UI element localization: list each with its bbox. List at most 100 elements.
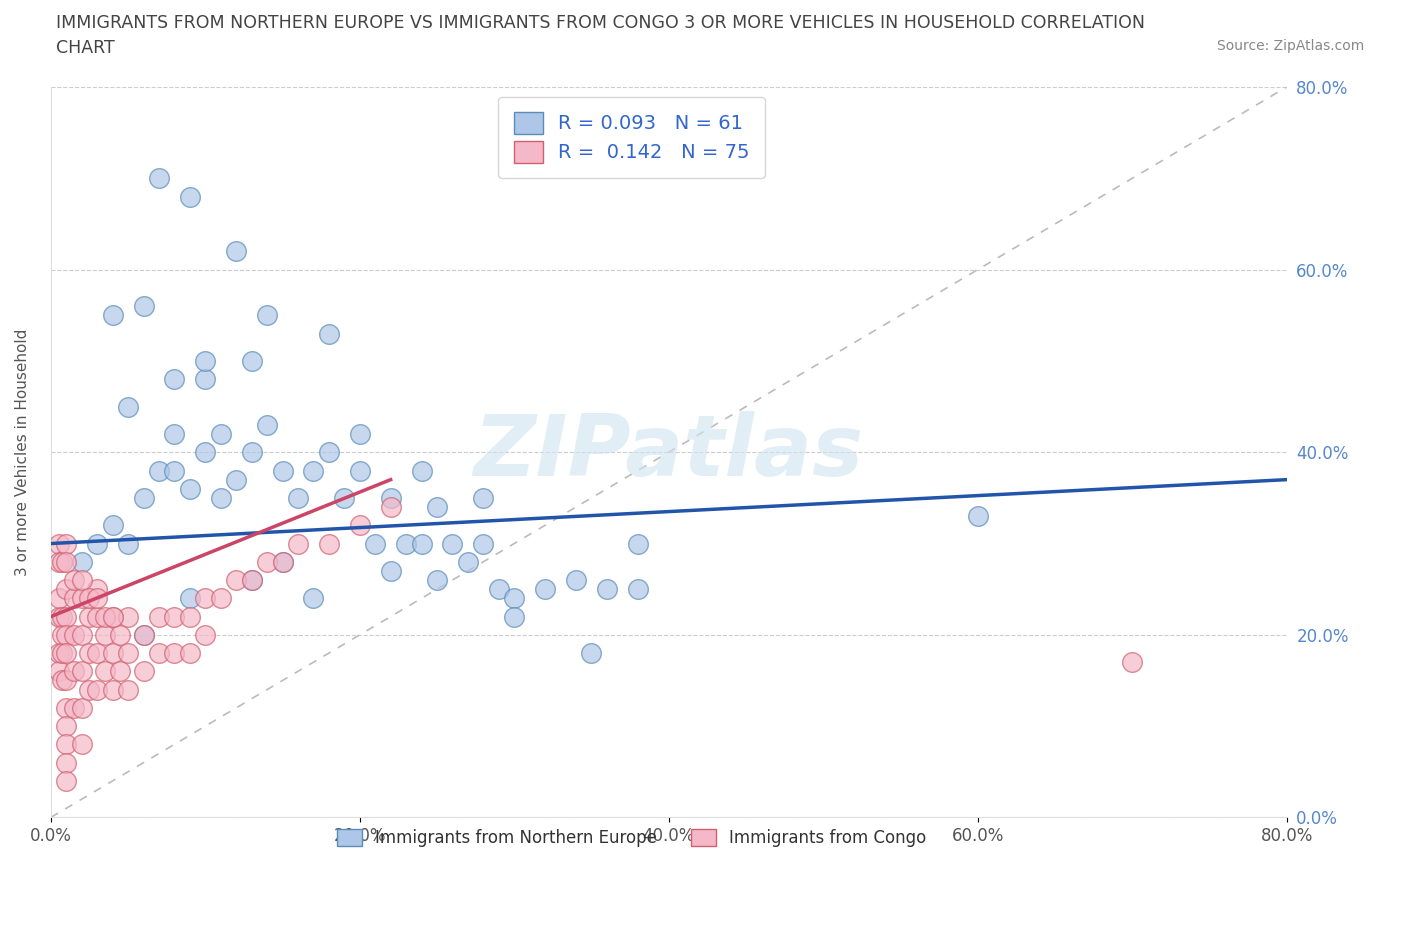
Point [256, 554, 278, 569]
Point [148, 463, 170, 478]
Point [240, 573, 263, 588]
Point [117, 399, 139, 414]
Point [86, 609, 108, 624]
Point [225, 472, 247, 487]
Point [63, 573, 86, 588]
Point [163, 609, 186, 624]
Point [48, 591, 70, 605]
Point [48, 609, 70, 624]
Point [63, 628, 86, 643]
Point [333, 490, 356, 505]
Point [287, 490, 309, 505]
Point [70, 664, 93, 679]
Point [364, 536, 387, 551]
Point [163, 372, 186, 387]
Point [194, 591, 217, 605]
Point [117, 609, 139, 624]
Text: Source: ZipAtlas.com: Source: ZipAtlas.com [1216, 39, 1364, 53]
Point [70, 573, 93, 588]
Point [55, 737, 77, 751]
Point [55, 719, 77, 734]
Point [209, 427, 232, 442]
Point [79, 645, 101, 660]
Point [503, 591, 526, 605]
Point [349, 427, 371, 442]
Point [565, 573, 588, 588]
Point [117, 645, 139, 660]
Point [225, 244, 247, 259]
Point [194, 445, 217, 459]
Point [380, 499, 402, 514]
Point [86, 591, 108, 605]
Point [318, 536, 340, 551]
Point [581, 645, 603, 660]
Point [55, 582, 77, 597]
Point [163, 427, 186, 442]
Point [411, 463, 433, 478]
Point [70, 628, 93, 643]
Point [179, 482, 201, 497]
Point [441, 536, 464, 551]
Point [132, 628, 155, 643]
Point [55, 700, 77, 715]
Point [94, 609, 117, 624]
Point [101, 609, 124, 624]
Point [86, 645, 108, 660]
Point [70, 591, 93, 605]
Point [70, 737, 93, 751]
Point [596, 582, 619, 597]
Point [51, 628, 73, 643]
Point [426, 499, 449, 514]
Point [627, 582, 650, 597]
Point [457, 554, 479, 569]
Point [148, 609, 170, 624]
Point [51, 609, 73, 624]
Point [148, 645, 170, 660]
Point [225, 573, 247, 588]
Text: ZIPatlas: ZIPatlas [474, 411, 863, 494]
Point [380, 564, 402, 578]
Point [55, 628, 77, 643]
Y-axis label: 3 or more Vehicles in Household: 3 or more Vehicles in Household [15, 328, 30, 576]
Point [101, 609, 124, 624]
Point [101, 308, 124, 323]
Point [194, 372, 217, 387]
Point [349, 518, 371, 533]
Point [55, 554, 77, 569]
Point [48, 554, 70, 569]
Point [51, 554, 73, 569]
Point [256, 418, 278, 432]
Point [51, 645, 73, 660]
Point [55, 609, 77, 624]
Point [488, 582, 510, 597]
Point [48, 645, 70, 660]
Point [240, 445, 263, 459]
Point [55, 536, 77, 551]
Point [63, 591, 86, 605]
Point [627, 536, 650, 551]
Point [411, 536, 433, 551]
Point [55, 645, 77, 660]
Point [86, 536, 108, 551]
Point [117, 536, 139, 551]
Point [534, 582, 557, 597]
Point [148, 171, 170, 186]
Point [101, 645, 124, 660]
Point [132, 664, 155, 679]
Point [287, 536, 309, 551]
Point [318, 445, 340, 459]
Point [110, 628, 132, 643]
Point [48, 664, 70, 679]
Point [271, 554, 294, 569]
Point [101, 518, 124, 533]
Point [110, 664, 132, 679]
Point [472, 490, 495, 505]
Point [132, 628, 155, 643]
Point [426, 573, 449, 588]
Point [79, 683, 101, 698]
Point [209, 490, 232, 505]
Point [179, 189, 201, 204]
Point [101, 683, 124, 698]
Point [63, 664, 86, 679]
Point [70, 554, 93, 569]
